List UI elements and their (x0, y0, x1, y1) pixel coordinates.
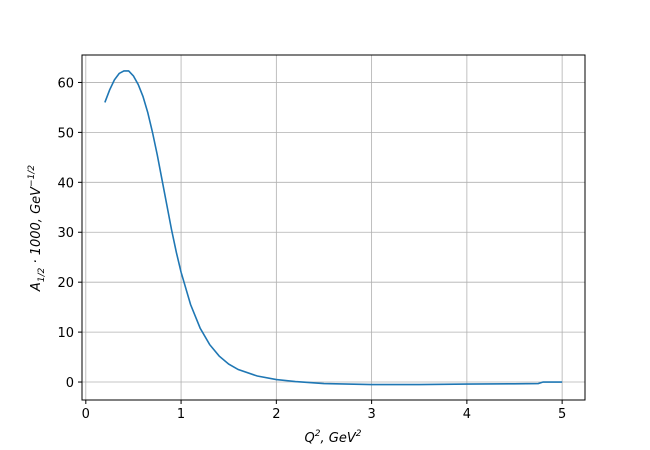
y-tick-label: 30 (57, 226, 74, 241)
x-label-part: Q (305, 431, 315, 446)
x-tick-label: 3 (367, 407, 375, 422)
y-axis-label: A1/2 · 1000, GeV−1/2 (27, 165, 47, 292)
y-tick-label: 60 (57, 76, 74, 91)
x-axis-label: Q2, GeV2 (305, 429, 362, 446)
y-label-part: · 1000, GeV (29, 186, 44, 268)
y-label-part: A (29, 282, 44, 292)
y-label-part: 1/2 (37, 267, 47, 282)
line (104, 70, 563, 386)
y-tick-label: 20 (57, 276, 74, 291)
plot-frame (81, 54, 586, 401)
x-label-part: 2 (315, 429, 321, 439)
y-tick-label: 10 (57, 326, 74, 341)
x-label-part: 2 (356, 429, 362, 439)
y-tick-label: 50 (57, 126, 74, 141)
y-tick-label: 0 (66, 376, 74, 391)
x-tick-label: 1 (177, 407, 185, 422)
x-tick-label: 2 (272, 407, 280, 422)
x-tick-label: 5 (558, 407, 566, 422)
x-tick-label: 0 (82, 407, 90, 422)
x-label-part: , GeV (321, 431, 357, 446)
x-tick-label: 4 (463, 407, 471, 422)
y-tick-label: 40 (57, 176, 74, 191)
y-label-part: −1/2 (27, 165, 37, 187)
